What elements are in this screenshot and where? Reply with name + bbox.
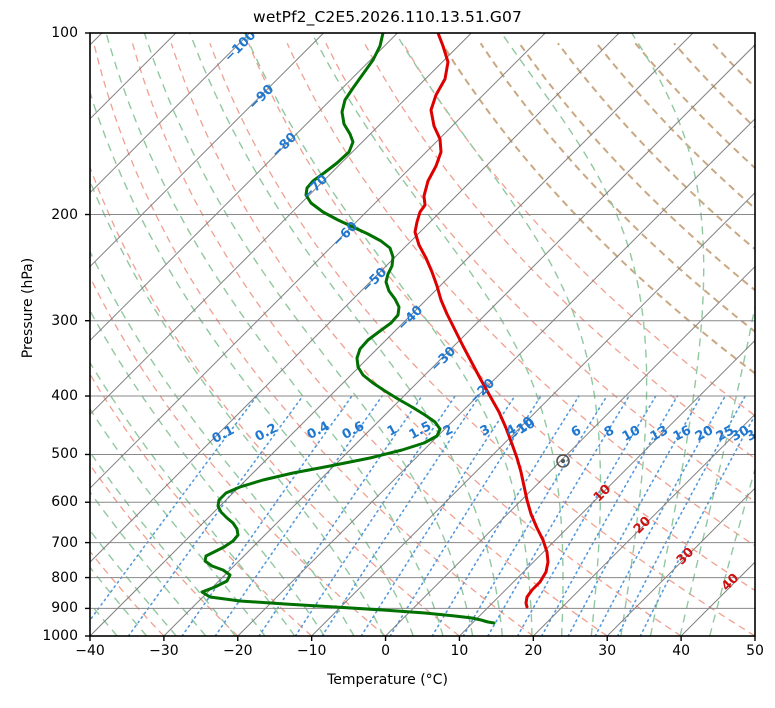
isobar-lines [90,33,755,636]
sounding-profiles [200,33,550,625]
mixing-ratio-label-18: 36 [744,423,767,445]
isotherm-lines [90,33,755,636]
x-tick-0: −40 [75,643,105,659]
y-tick-100: 100 [51,25,78,41]
axis-tick-marks [85,32,756,641]
x-tick-2: −20 [222,643,253,659]
x-tick-6: 20 [524,643,543,659]
y-tick-500: 500 [51,446,78,463]
y-tick-900: 900 [51,600,78,617]
lcl-marker [556,454,570,468]
x-tick-5: 10 [450,643,469,659]
y-tick-300: 300 [51,312,78,329]
plot-background [90,33,755,636]
x-tick-1: −30 [149,643,179,659]
x-tick-7: 30 [598,643,617,659]
y-tick-1000: 1000 [42,628,78,644]
lcl-marker-center [560,458,566,464]
plot-markers [556,454,570,468]
x-tick-9: 50 [746,643,764,659]
y-tick-700: 700 [51,534,78,551]
x-tick-8: 40 [672,643,691,659]
y-tick-800: 800 [51,569,78,586]
y-tick-600: 600 [51,494,78,511]
page-title: wetPf2_C2E5.2026.110.13.51.G07 [253,8,522,26]
profile-temperature [413,33,550,609]
y-tick-200: 200 [51,206,78,223]
x-tick-3: −10 [296,643,327,659]
x-axis-label: Temperature (°C) [327,672,448,688]
x-tick-4: 0 [381,643,390,659]
profile-dewpoint [200,33,496,625]
plot-border [89,32,756,637]
y-tick-400: 400 [51,388,78,405]
